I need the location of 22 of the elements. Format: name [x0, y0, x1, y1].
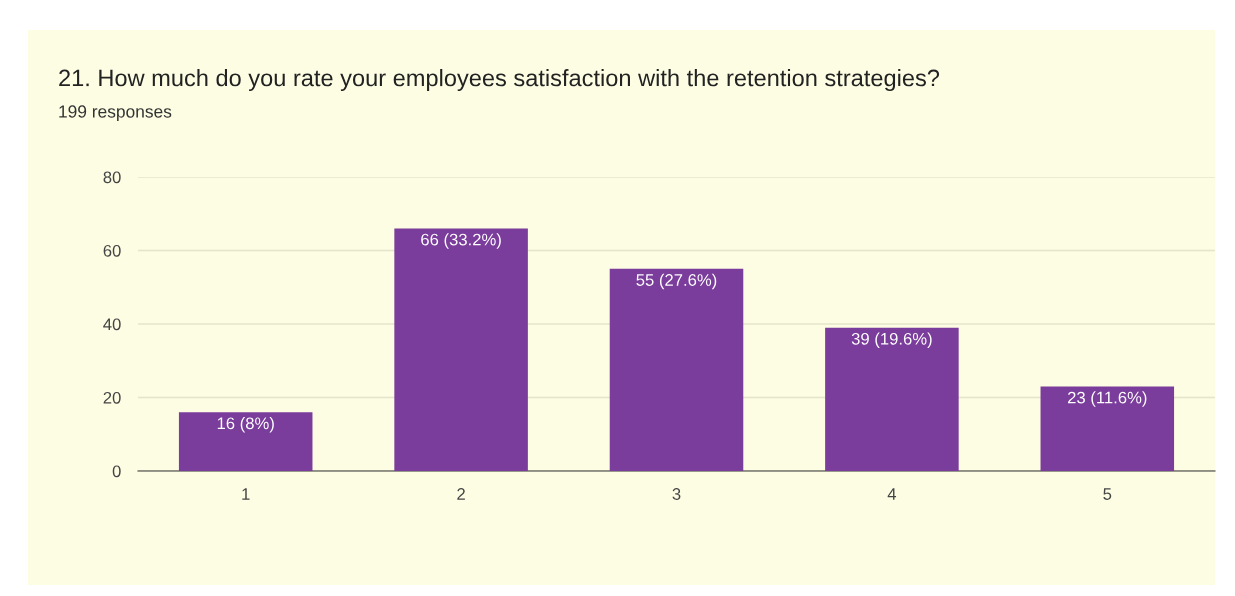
y-tick-label: 60: [103, 244, 121, 257]
bar: [1040, 386, 1175, 471]
chart-title: 21. How much do you rate your employees satisfaction with the retention strategies?: [59, 69, 940, 92]
x-tick-label: 5: [1103, 488, 1112, 500]
y-tick-label: 20: [103, 391, 121, 404]
bar: [825, 327, 959, 471]
y-tick-label: 80: [103, 171, 121, 184]
x-tick-label: 1: [242, 488, 250, 500]
bar: [609, 268, 744, 471]
y-tick-label: 0: [112, 465, 121, 478]
bar: [394, 228, 528, 471]
data-label: 23 (11.6%): [1067, 391, 1147, 407]
x-tick-label: 2: [457, 488, 465, 500]
chart-subtitle: 199 responses: [59, 105, 172, 122]
data-label: 16 (8%): [217, 416, 274, 433]
data-label: 66 (33.2%): [421, 233, 501, 249]
x-tick-label: 4: [887, 488, 897, 500]
data-label: 39 (19.6%): [851, 332, 932, 348]
data-label: 55 (27.6%): [636, 273, 717, 290]
bar: [178, 412, 313, 471]
y-tick-label: 40: [103, 318, 121, 331]
x-tick-label: 3: [672, 488, 681, 500]
